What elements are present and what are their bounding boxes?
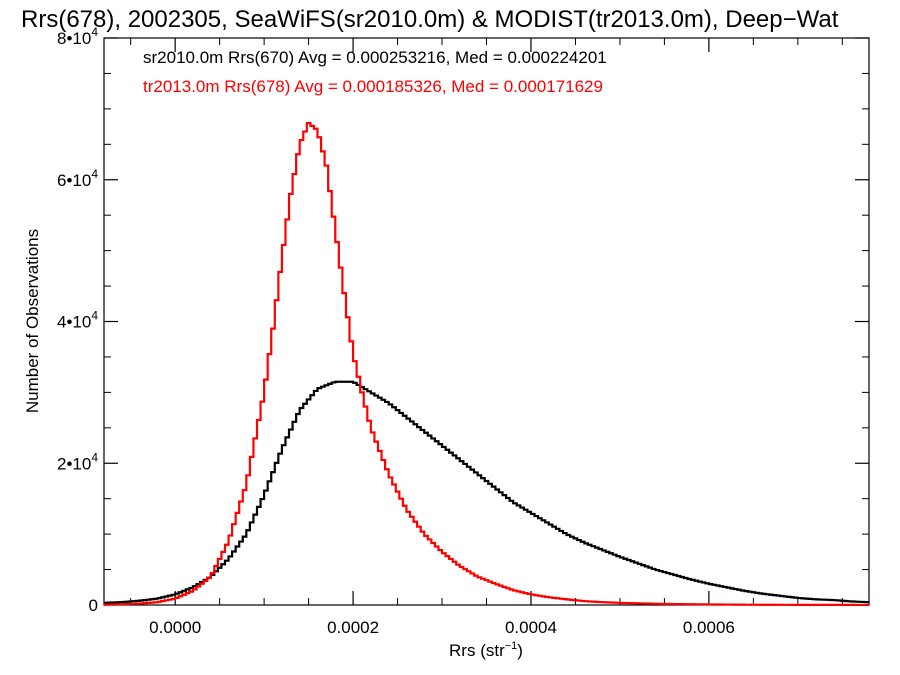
y-tick-label: 4•104: [57, 309, 98, 332]
x-tick-label: 0.0004: [505, 618, 557, 637]
y-axis-ticks: 0 2•104 4•104 6•104 8•104: [57, 25, 869, 615]
x-axis-label: Rrs (str−1): [449, 640, 523, 660]
legend-annotation-2: tr2013.0m Rrs(678) Avg = 0.000185326, Me…: [143, 77, 603, 96]
x-tick-label: 0.0002: [327, 618, 379, 637]
histogram-series-2: [104, 121, 869, 607]
x-tick-label: 0.0000: [149, 618, 201, 637]
series-layer: [104, 121, 869, 607]
chart-title: Rrs(678), 2002305, SeaWiFS(sr2010.0m) & …: [21, 6, 839, 33]
histogram-series-1: [104, 380, 869, 604]
plot-frame: [103, 37, 870, 606]
y-tick-label: 8•104: [57, 25, 98, 48]
y-tick-label: 0: [89, 596, 98, 615]
y-tick-label: 6•104: [57, 167, 98, 190]
x-axis-ticks: 0.0000 0.0002 0.0004 0.0006: [130, 38, 843, 637]
y-tick-label: 2•104: [57, 450, 98, 473]
legend-annotation-1: sr2010.0m Rrs(670) Avg = 0.000253216, Me…: [143, 48, 607, 67]
y-axis-label: Number of Observations: [23, 229, 42, 413]
x-tick-label: 0.0006: [683, 618, 735, 637]
